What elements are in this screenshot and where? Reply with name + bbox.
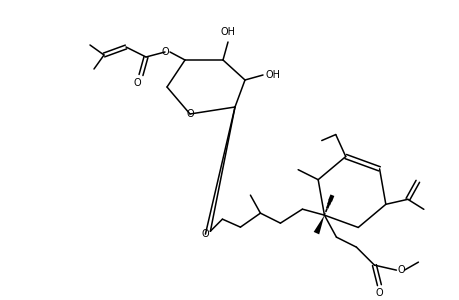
Polygon shape [313,215,324,234]
Text: O: O [186,109,193,119]
Text: O: O [133,78,140,88]
Text: O: O [397,265,404,275]
Text: O: O [201,229,209,239]
Text: OH: OH [265,70,280,80]
Text: O: O [161,47,168,57]
Text: O: O [375,288,382,298]
Text: OH: OH [220,27,235,37]
